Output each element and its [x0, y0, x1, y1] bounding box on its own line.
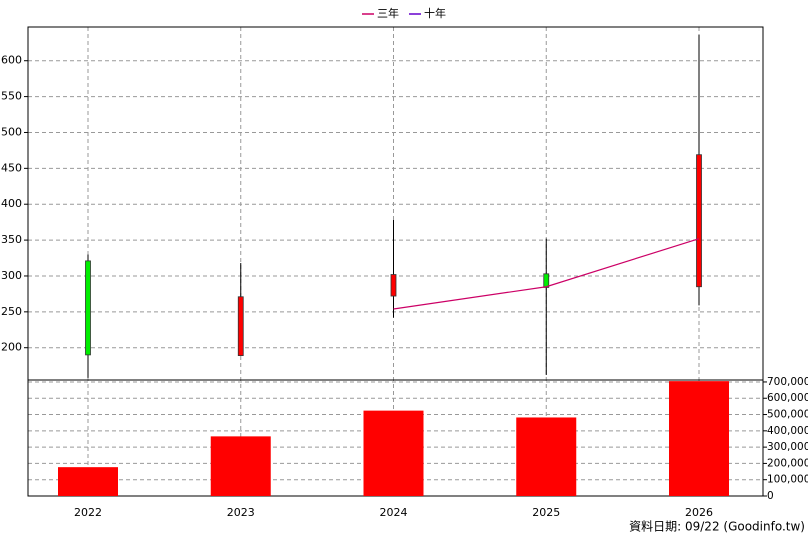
y-tick-label: 350 [1, 233, 22, 246]
volume-bar [363, 410, 424, 496]
footnote: 資料日期: 09/22 (Goodinfo.tw) [629, 520, 805, 534]
y2-tick-label: 600,000 [767, 392, 808, 404]
y-tick-label: 600 [1, 54, 22, 67]
y-tick-label: 250 [1, 305, 22, 318]
x-tick-label: 2022 [74, 506, 102, 519]
y2-tick-label: 400,000 [767, 425, 808, 437]
candle-body [85, 260, 91, 356]
x-tick-label: 2024 [380, 506, 408, 519]
y-tick-label: 500 [1, 125, 22, 138]
y-tick-label: 400 [1, 197, 22, 210]
line-series [393, 238, 700, 310]
y2-tick-label: 500,000 [767, 409, 808, 421]
y2-tick-label: 200,000 [767, 457, 808, 469]
x-tick-label: 2023 [227, 506, 255, 519]
y2-tick-label: 700,000 [767, 376, 808, 388]
volume-bar [210, 436, 271, 496]
y-tick-label: 300 [1, 269, 22, 282]
legend-label: 十年 [424, 6, 446, 20]
y-tick-label: 200 [1, 341, 22, 354]
y-tick-label: 450 [1, 161, 22, 174]
x-tick-label: 2025 [532, 506, 560, 519]
candle-body [390, 274, 397, 297]
volume-bar [516, 417, 577, 496]
volume-bar [58, 467, 118, 496]
y-tick-label: 550 [1, 90, 22, 103]
y2-tick-label: 100,000 [767, 474, 808, 486]
candle-body [696, 154, 702, 288]
y2-tick-label: 300,000 [767, 441, 808, 453]
legend-label: 三年 [377, 6, 399, 20]
x-tick-label: 2026 [685, 506, 713, 519]
candle-body [237, 296, 244, 357]
y2-tick-label: 0 [767, 490, 774, 502]
candle-body [543, 273, 550, 288]
volume-bar [669, 381, 729, 496]
